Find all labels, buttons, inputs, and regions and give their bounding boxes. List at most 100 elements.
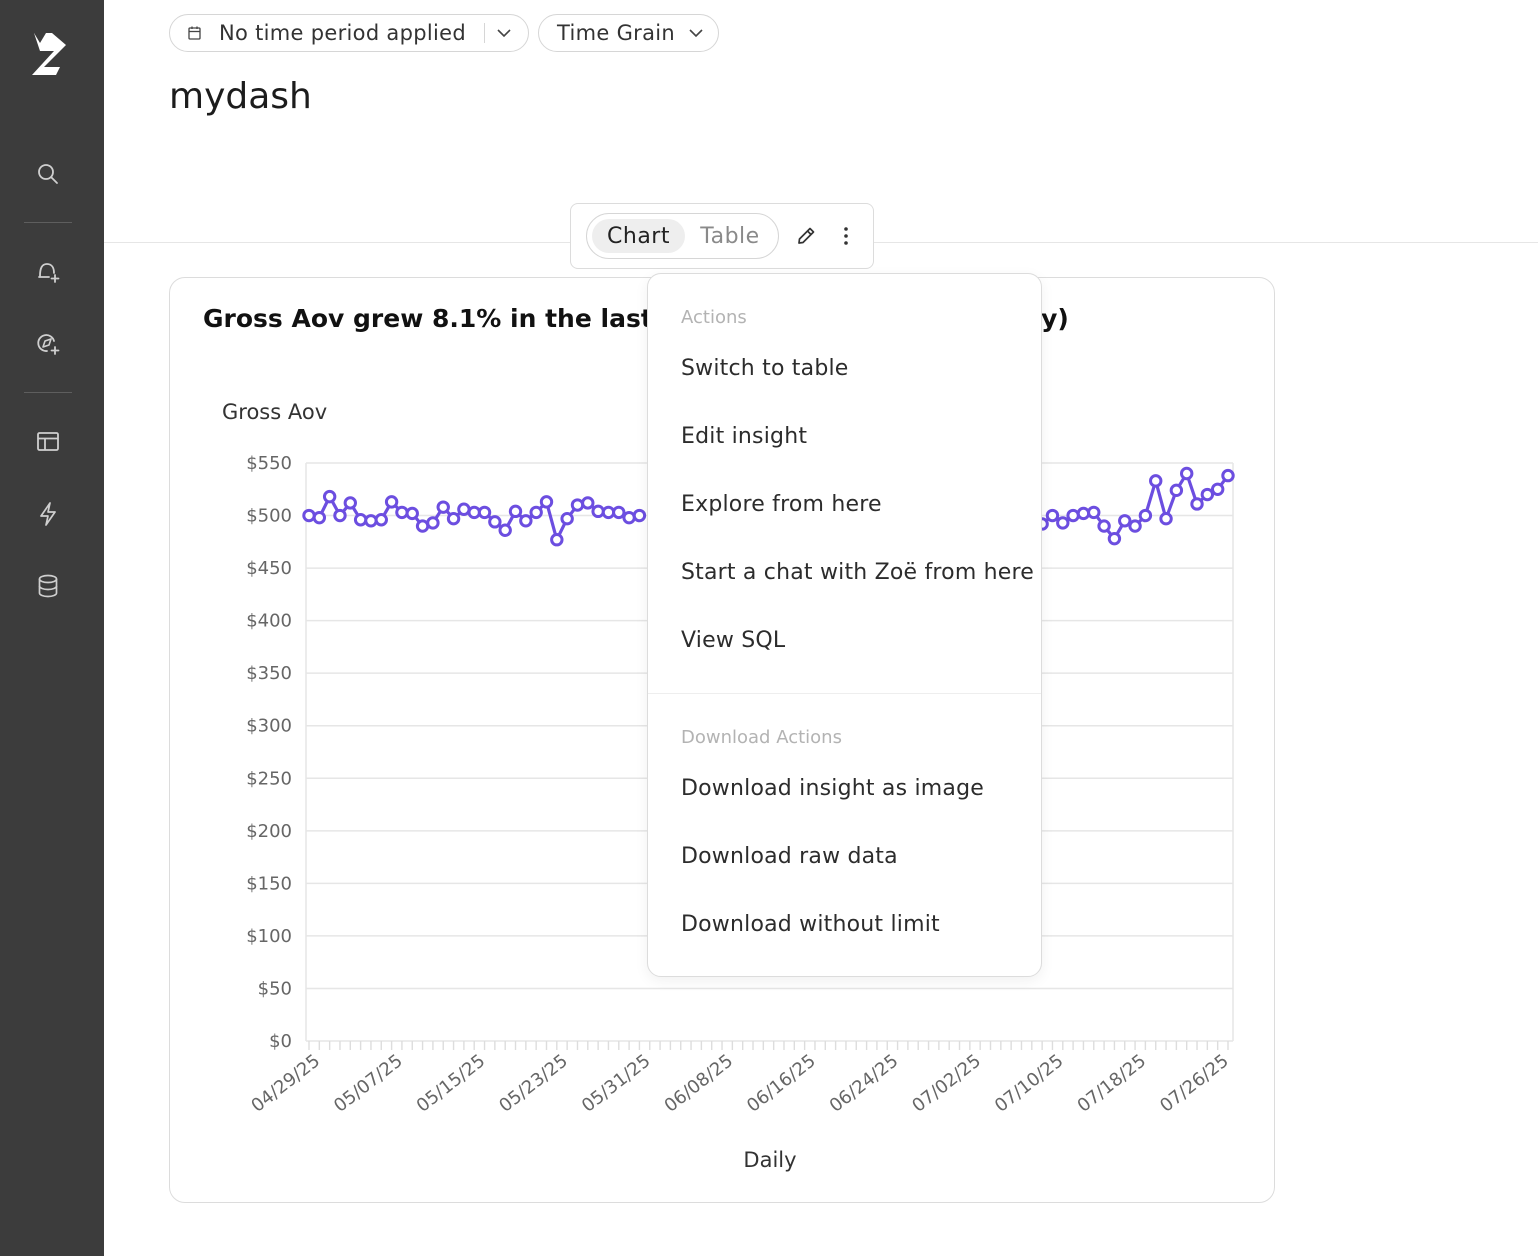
data-point — [343, 496, 358, 510]
y-tick-label: $0 — [269, 1031, 292, 1052]
data-point — [1169, 483, 1184, 498]
time-grain-filter[interactable]: Time Grain — [538, 14, 719, 52]
data-point — [488, 515, 502, 529]
sidebar — [0, 0, 104, 1256]
y-tick-label: $50 — [258, 978, 292, 999]
sidebar-divider — [24, 222, 72, 223]
data-point — [384, 495, 399, 509]
x-tick-label: 07/18/25 — [1074, 1050, 1151, 1116]
edit-pencil-icon[interactable] — [792, 222, 820, 250]
x-tick-label: 07/10/25 — [991, 1050, 1068, 1116]
data-point — [1128, 519, 1142, 533]
page-title: mydash — [169, 76, 312, 117]
table-tab[interactable]: Table — [700, 223, 760, 249]
data-point — [1210, 482, 1225, 496]
new-alert-icon[interactable] — [30, 254, 66, 290]
data-point — [1149, 474, 1163, 488]
data-point — [1200, 487, 1215, 502]
insight-title: Gross Aov grew 8.1% in the last 90 ay) — [203, 304, 1069, 333]
menu-item-switch-to-table[interactable]: Switch to table — [681, 356, 849, 381]
actions-menu: Actions Switch to table Edit insight Exp… — [647, 273, 1042, 977]
menu-item-explore[interactable]: Explore from here — [681, 492, 882, 517]
y-tick-label: $250 — [246, 768, 292, 789]
data-point — [477, 505, 492, 520]
y-tick-label: $550 — [246, 453, 292, 474]
more-options-icon[interactable] — [832, 222, 860, 250]
database-icon[interactable] — [30, 568, 66, 604]
data-point — [1056, 516, 1070, 530]
x-tick-label: 05/31/25 — [578, 1050, 655, 1116]
menu-divider — [648, 693, 1041, 694]
x-tick-label: 05/15/25 — [413, 1050, 490, 1116]
data-point — [1159, 511, 1173, 526]
menu-item-edit-insight[interactable]: Edit insight — [681, 424, 808, 449]
x-tick-label: 06/16/25 — [743, 1050, 820, 1116]
data-point — [529, 505, 543, 520]
search-icon[interactable] — [30, 156, 66, 192]
data-point — [457, 502, 471, 516]
data-point — [415, 519, 430, 533]
data-point — [1087, 505, 1101, 520]
data-point — [570, 498, 585, 512]
menu-item-start-chat[interactable]: Start a chat with Zoë from here — [681, 560, 1035, 585]
time-grain-label: Time Grain — [557, 21, 675, 45]
sidebar-divider — [24, 392, 72, 393]
menu-item-view-sql[interactable]: View SQL — [681, 628, 786, 653]
x-tick-label: 05/07/25 — [330, 1050, 407, 1116]
y-tick-label: $150 — [246, 873, 292, 894]
data-point — [1179, 466, 1194, 481]
x-tick-label: 05/23/25 — [495, 1050, 572, 1116]
menu-item-download-raw[interactable]: Download raw data — [681, 844, 898, 869]
y-axis-label: Gross Aov — [222, 400, 327, 424]
x-tick-label: 04/29/25 — [247, 1050, 324, 1116]
data-point — [426, 516, 440, 530]
calendar-icon — [188, 26, 201, 40]
data-point — [1221, 468, 1235, 483]
data-point — [508, 504, 523, 519]
data-point — [364, 514, 378, 528]
data-point — [581, 496, 595, 510]
menu-item-download-no-limit[interactable]: Download without limit — [681, 912, 940, 937]
chart-tab[interactable]: Chart — [592, 219, 685, 253]
menu-section-download: Download Actions — [681, 727, 842, 748]
insight-toolbar: Chart Table — [570, 203, 874, 269]
data-point — [395, 505, 409, 520]
data-point — [436, 500, 450, 514]
data-point — [405, 506, 419, 521]
actions-icon[interactable] — [30, 496, 66, 532]
data-point — [1118, 514, 1132, 528]
y-tick-label: $350 — [246, 663, 292, 684]
data-point — [591, 504, 605, 519]
chevron-down-icon — [689, 28, 703, 38]
data-point — [1107, 531, 1122, 546]
data-point — [519, 514, 533, 528]
data-point — [322, 489, 337, 504]
chevron-down-icon[interactable] — [497, 28, 511, 38]
y-tick-label: $100 — [246, 926, 292, 947]
data-point — [622, 510, 636, 525]
x-tick-label: 07/26/25 — [1156, 1050, 1233, 1116]
time-period-filter[interactable]: No time period applied — [169, 14, 529, 52]
data-point — [1045, 508, 1060, 523]
data-point — [446, 511, 461, 526]
y-tick-label: $200 — [246, 821, 292, 842]
new-exploration-icon[interactable] — [30, 326, 66, 362]
logo-icon[interactable] — [26, 32, 70, 76]
data-point — [1190, 497, 1204, 511]
data-point — [1138, 508, 1153, 523]
insight-title-left: Gross Aov grew 8.1% in the last 90 — [203, 304, 697, 333]
menu-item-download-image[interactable]: Download insight as image — [681, 776, 984, 801]
data-point — [312, 510, 327, 525]
data-point — [560, 511, 574, 526]
data-point — [302, 508, 316, 523]
x-tick-label: 06/08/25 — [660, 1050, 737, 1116]
y-tick-label: $400 — [246, 611, 292, 632]
dashboards-icon[interactable] — [30, 424, 66, 460]
data-point — [333, 508, 347, 523]
data-point — [612, 505, 626, 520]
pill-divider — [483, 23, 485, 43]
data-point — [539, 495, 554, 509]
x-tick-label: 07/02/25 — [908, 1050, 985, 1116]
time-period-label: No time period applied — [219, 21, 466, 45]
data-point — [632, 508, 647, 523]
